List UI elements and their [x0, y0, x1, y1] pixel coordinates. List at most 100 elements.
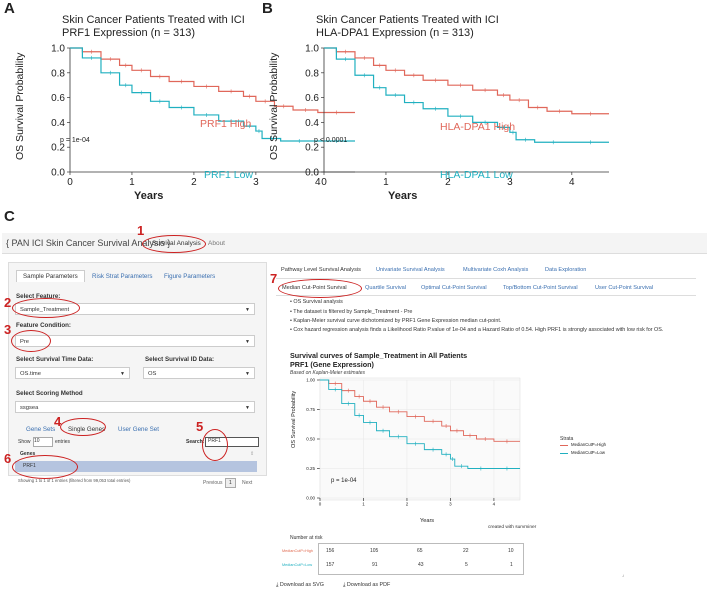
y-axis: 0.0 0.2 0.4 0.6 0.8 1.0	[51, 44, 71, 179]
plot-xlabel: Years	[420, 518, 435, 524]
genes-column-header[interactable]: Genes	[20, 451, 36, 457]
x-tick-label: 2	[445, 177, 451, 188]
x-tick-label: 3	[253, 177, 259, 188]
tab-sample-parameters[interactable]: Sample Parameters	[16, 270, 85, 282]
risk-cell: 22	[463, 548, 469, 554]
tab-quartile[interactable]: Quartile Survival	[365, 285, 407, 291]
download-svg-button[interactable]: ⤓ Download as SVG	[276, 582, 324, 588]
panel-b-title-line2: HLA-DPA1 Expression (n = 313)	[316, 27, 474, 39]
tab-top-bottom-cut-point[interactable]: Top/Bottom Cut-Point Survival	[503, 285, 578, 291]
annotation-oval	[11, 330, 51, 352]
tab-divider	[276, 278, 696, 279]
risk-row-label-high: MedianCutP=High	[282, 549, 313, 553]
tab-figure-parameters[interactable]: Figure Parameters	[164, 273, 216, 280]
risk-table-title: Number at risk	[290, 535, 323, 541]
y-axis: 0.0 0.2 0.4 0.6 0.8 1.0	[305, 44, 325, 179]
pager-next[interactable]: Next	[242, 480, 253, 486]
panel-a-xlabel: Years	[134, 190, 164, 202]
x-axis: 0 1 2 3 4	[67, 171, 355, 188]
survival-id-dropdown[interactable]: OS ▼	[143, 367, 255, 379]
panel-a-title-line2: PRF1 Expression (n = 313)	[62, 27, 195, 39]
chevron-down-icon: ▼	[245, 371, 250, 377]
tab-gene-sets[interactable]: Gene Sets	[26, 426, 56, 433]
risk-cell: 91	[372, 562, 378, 568]
y-tick-label: 0.0	[51, 168, 65, 179]
download-icon: ⤓	[343, 582, 346, 588]
panel-a-title-line1: Skin Cancer Patients Treated with ICI	[62, 14, 245, 26]
legend-swatch-low	[560, 453, 568, 454]
annotation-oval	[12, 298, 80, 318]
panel-a-low-label: PRF1 Low	[204, 169, 254, 181]
plot-title-line1: Survival curves of Sample_Treatment in A…	[290, 351, 468, 360]
annotation-number: 5	[196, 419, 204, 434]
km-plot-c: 0.00 0.25 0.50 0.75 1.00 0 1 2 3 4	[306, 378, 521, 507]
bullet-item: • Cox hazard regression analysis finds a…	[290, 327, 664, 333]
sort-icon[interactable]: ⇕	[250, 451, 255, 457]
pager-previous[interactable]: Previous	[203, 480, 223, 486]
tab-pathway-level[interactable]: Pathway Level Survival Analysis	[281, 267, 361, 273]
x-tick-label: 3	[449, 502, 452, 507]
y-tick-label: 1.0	[305, 44, 319, 55]
y-tick-label: 0.6	[51, 93, 65, 104]
survival-time-value: OS.time	[20, 371, 41, 377]
tab-data-exploration[interactable]: Data Exploration	[545, 267, 587, 273]
hla-dpa1-high-curve	[324, 47, 609, 115]
table-info: Showing 1 to 1 of 1 entries (filtered fr…	[18, 478, 131, 483]
panel-b-xlabel: Years	[388, 190, 418, 202]
survival-time-label: Select Survival Time Data:	[16, 356, 94, 363]
tab-risk-strat-parameters[interactable]: Risk Strat Parameters	[92, 273, 153, 280]
x-tick-label: 4	[493, 502, 496, 507]
annotation-number: 1	[137, 223, 145, 238]
y-tick-label: 0.25	[306, 466, 315, 471]
plot-pvalue: p = 1e-04	[331, 478, 357, 484]
tab-user-gene-set[interactable]: User Gene Set	[118, 426, 159, 433]
legend-label-high: MedianCutP=High	[571, 442, 606, 447]
chevron-down-icon: ▼	[245, 307, 250, 313]
y-tick-label: 0.75	[306, 407, 315, 412]
risk-row-label-low: MedianCutP=Low	[282, 563, 313, 567]
x-tick-label: 4	[315, 177, 321, 188]
chevron-down-icon: ▼	[245, 405, 250, 411]
bullet-item: • The dataset is filtered by Sample_Trea…	[290, 309, 413, 315]
risk-cell: 43	[418, 562, 424, 568]
feature-condition-dropdown[interactable]: Pre ▼	[15, 335, 255, 347]
km-plot-a: 0.0 0.2 0.4 0.6 0.8 1.0 0 1 2 3 4	[51, 44, 355, 188]
scoring-method-label: Select Scoring Method	[16, 390, 83, 397]
pager-page-1[interactable]: 1	[225, 478, 236, 488]
entries-select[interactable]: 10	[33, 437, 53, 447]
bullet-item: • OS Survival analysis	[290, 299, 343, 305]
risk-cell: 156	[326, 548, 335, 554]
risk-table-frame	[318, 543, 524, 575]
legend-label-low: MedianCutP=Low	[571, 450, 606, 455]
resize-handle-icon[interactable]: ⌟	[622, 572, 625, 578]
panel-b-title-line1: Skin Cancer Patients Treated with ICI	[316, 14, 499, 26]
tab-divider	[276, 295, 696, 296]
nav-about[interactable]: About	[208, 240, 225, 247]
panel-letter-c: C	[4, 208, 15, 225]
x-tick-label: 1	[129, 177, 135, 188]
x-axis: 0 1 2 3 4	[321, 171, 609, 188]
panel-b-high-label: HLA-DPA1 High	[440, 121, 516, 133]
annotation-oval	[142, 235, 206, 253]
y-tick-label: 0.8	[305, 68, 319, 79]
y-tick-label: 0.8	[51, 68, 65, 79]
survival-time-dropdown[interactable]: OS.time ▼	[15, 367, 130, 379]
annotation-number: 7	[270, 271, 278, 286]
risk-cell: 65	[417, 548, 423, 554]
x-tick-label: 1	[383, 177, 389, 188]
risk-cell: 10	[508, 548, 514, 554]
tab-user-cut-point[interactable]: User Cut-Point Survival	[595, 285, 654, 291]
x-tick-label: 4	[569, 177, 575, 188]
annotation-oval	[202, 429, 228, 461]
download-pdf-button[interactable]: ⤓ Download as PDF	[343, 582, 391, 588]
tab-optimal-cut-point[interactable]: Optimal Cut-Point Survival	[421, 285, 487, 291]
x-tick-label: 1	[362, 502, 365, 507]
entries-select-value: 10	[34, 438, 40, 444]
plot-title-line2: PRF1 (Gene Expression)	[290, 360, 374, 369]
tab-univariate[interactable]: Univariate Survival Analysis	[376, 267, 445, 273]
panel-a-high-label: PRF1 High	[200, 118, 252, 130]
entries-label: entries	[55, 439, 71, 445]
tab-multivariate-coxh[interactable]: Multivariate Coxh Analysis	[463, 267, 529, 273]
survival-id-label: Select Survival ID Data:	[145, 356, 215, 363]
scoring-method-dropdown[interactable]: ssgsea ▼	[15, 401, 255, 413]
